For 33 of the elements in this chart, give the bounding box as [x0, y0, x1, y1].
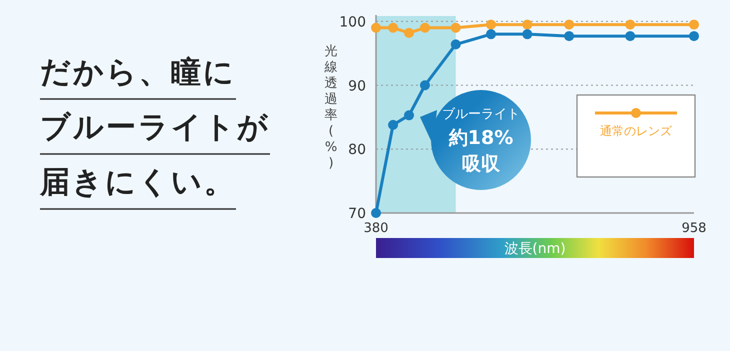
point [486, 20, 496, 30]
x-axis-title: 波長(nm) [504, 241, 566, 257]
point [404, 110, 414, 120]
point [371, 208, 381, 218]
annotation: 吸収 [462, 153, 501, 175]
point [625, 31, 636, 42]
point [689, 31, 699, 42]
annotation: 約18% [448, 127, 514, 149]
x-tick-label: 380 [364, 221, 388, 236]
y-tick-label: 100 [339, 14, 366, 30]
annotation: ブルーライト [442, 107, 520, 122]
y-tick-label: 70 [348, 206, 366, 222]
x-tick-label: 958 [682, 221, 706, 236]
point [625, 20, 636, 30]
point [522, 29, 532, 40]
point [371, 22, 381, 33]
point [522, 20, 532, 30]
point [450, 39, 461, 50]
point [388, 120, 398, 130]
y-axis-title: 光線透過率(%) [324, 44, 338, 171]
point [450, 22, 461, 33]
y-tick-label: 90 [348, 78, 366, 94]
point [564, 20, 574, 30]
point [404, 28, 414, 38]
text: だから、瞳にブルーライトが届きにくい。 [39, 55, 270, 200]
point [388, 22, 398, 33]
point [486, 29, 496, 40]
point [420, 80, 430, 90]
point [564, 31, 574, 42]
point [689, 20, 699, 30]
point [420, 22, 430, 33]
legend-label: 通常のレンズ [600, 124, 673, 138]
y-tick-label: 80 [348, 142, 366, 158]
